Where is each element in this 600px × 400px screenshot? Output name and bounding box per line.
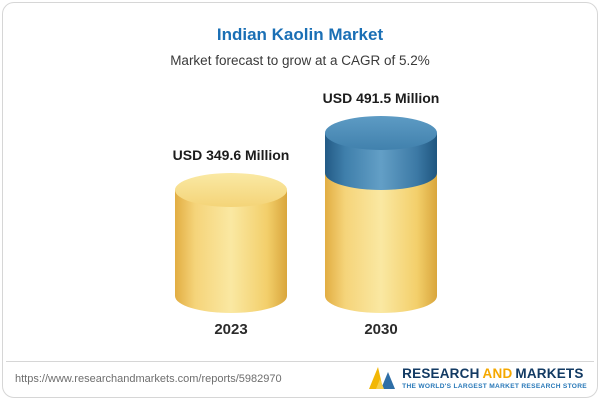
logo-word-research: RESEARCH — [402, 365, 480, 381]
footer-divider — [6, 361, 594, 362]
bar-2023-body — [175, 190, 287, 313]
x-axis-label-2030: 2030 — [364, 321, 398, 338]
report-url: https://www.researchandmarkets.com/repor… — [15, 373, 282, 385]
value-label-2023: USD 349.6 Million — [172, 147, 290, 163]
logo-wordmark: RESEARCH AND MARKETS — [402, 365, 587, 381]
x-axis-label-2023: 2023 — [214, 321, 248, 338]
logo-mark-icon — [369, 367, 396, 389]
value-label-2030: USD 491.5 Million — [322, 90, 440, 106]
bar-2023-cylinder — [175, 173, 287, 313]
logo-text: RESEARCH AND MARKETS THE WORLD'S LARGEST M… — [402, 365, 587, 390]
chart-subtitle: Market forecast to grow at a CAGR of 5.2… — [170, 53, 430, 68]
research-and-markets-logo: RESEARCH AND MARKETS THE WORLD'S LARGEST M… — [368, 365, 587, 391]
bar-2023-top-ellipse — [175, 173, 287, 208]
bar-2030-cylinder — [325, 116, 437, 313]
logo-word-markets: MARKETS — [515, 365, 584, 381]
bar-2030-top-ellipse — [325, 116, 437, 151]
chart-title: Indian Kaolin Market — [216, 25, 384, 44]
logo-word-and: AND — [482, 365, 513, 381]
logo-tagline: THE WORLD'S LARGEST MARKET RESEARCH STOR… — [402, 382, 587, 390]
